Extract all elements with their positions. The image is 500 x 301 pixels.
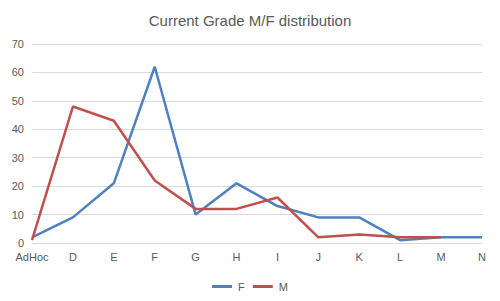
svg-text:E: E <box>110 251 117 263</box>
svg-text:40: 40 <box>12 123 24 135</box>
svg-text:K: K <box>356 251 364 263</box>
svg-text:G: G <box>191 251 200 263</box>
svg-text:AdHoc: AdHoc <box>15 251 49 263</box>
svg-text:F: F <box>151 251 158 263</box>
svg-text:30: 30 <box>12 152 24 164</box>
svg-text:I: I <box>276 251 279 263</box>
svg-text:20: 20 <box>12 180 24 192</box>
svg-text:H: H <box>233 251 241 263</box>
svg-text:D: D <box>69 251 77 263</box>
svg-text:N: N <box>478 251 486 263</box>
svg-text:M: M <box>437 251 446 263</box>
svg-text:10: 10 <box>12 209 24 221</box>
svg-text:Current Grade M/F distribution: Current Grade M/F distribution <box>149 12 352 29</box>
svg-text:60: 60 <box>12 66 24 78</box>
svg-text:70: 70 <box>12 38 24 50</box>
svg-text:M: M <box>279 281 288 293</box>
svg-text:0: 0 <box>18 237 24 249</box>
svg-text:50: 50 <box>12 95 24 107</box>
svg-text:L: L <box>397 251 403 263</box>
svg-text:J: J <box>316 251 322 263</box>
svg-text:F: F <box>238 281 245 293</box>
